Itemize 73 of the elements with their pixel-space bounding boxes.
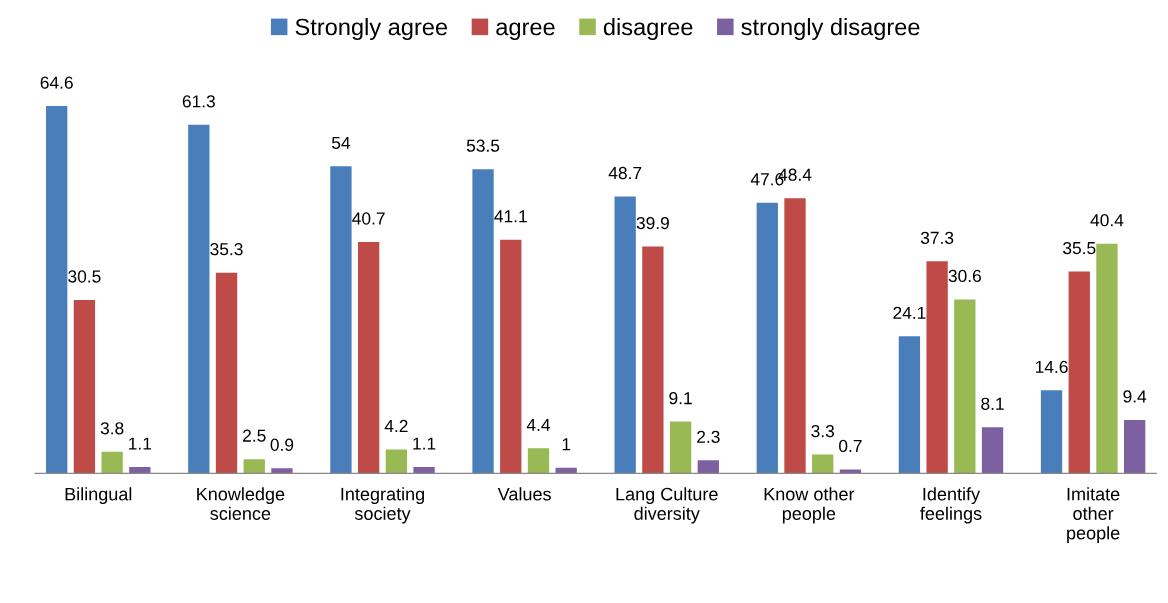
data-label: 0.9 (270, 438, 294, 451)
data-label: 4.2 (384, 419, 408, 432)
bar (1096, 243, 1118, 474)
data-label: 53.5 (466, 139, 500, 152)
data-label: 35.3 (210, 243, 243, 256)
data-label: 9.4 (1123, 390, 1147, 403)
bar (73, 299, 96, 474)
data-label: 41.1 (494, 210, 527, 223)
data-label: 30.5 (68, 270, 101, 283)
data-label: 1.1 (129, 437, 152, 450)
bar (1124, 419, 1146, 474)
data-label: 3.8 (100, 422, 124, 435)
x-tick-label: Knowledge science (197, 487, 285, 520)
data-label: 40.4 (1090, 214, 1124, 227)
data-label: 9.1 (669, 392, 692, 405)
x-tick-label: Know other people (764, 487, 855, 524)
data-label: 0.7 (839, 439, 862, 453)
legend-label: agree (496, 22, 555, 41)
bar (812, 454, 834, 474)
bar (1040, 390, 1063, 474)
bar (46, 106, 68, 474)
bar (243, 459, 265, 474)
bar (898, 336, 921, 474)
data-label: 1.1 (413, 437, 436, 450)
data-label: 61.3 (182, 95, 215, 108)
data-label: 48.7 (608, 166, 642, 180)
data-label: 2.3 (697, 430, 720, 443)
data-label: 8.1 (981, 397, 1004, 410)
bar (839, 469, 862, 474)
bar (954, 299, 976, 474)
data-label: 30.6 (948, 269, 981, 283)
bar (697, 460, 719, 474)
data-label: 39.9 (636, 216, 669, 230)
bar (215, 272, 238, 474)
data-label: 40.7 (352, 212, 385, 225)
data-label: 3.3 (811, 424, 835, 438)
bar (357, 241, 380, 474)
data-label: 64.6 (40, 76, 73, 89)
bar (129, 467, 151, 474)
bar (981, 427, 1004, 474)
x-tick-label: Values (497, 487, 551, 501)
legend-label: Strongly agree (295, 18, 448, 41)
bar (669, 421, 692, 474)
legend-label: strongly disagree (741, 18, 920, 41)
bar (756, 202, 778, 474)
bar (188, 124, 210, 474)
bar (784, 198, 806, 474)
bar (385, 449, 408, 474)
x-tick-label: Lang Culture diversity (616, 487, 718, 524)
bar (413, 467, 435, 474)
x-tick-label: Integrating society (341, 487, 424, 524)
data-label: 54 (331, 136, 351, 150)
bar (926, 261, 948, 474)
legend-label: disagree (603, 18, 693, 41)
bar (472, 169, 494, 474)
bar (330, 166, 352, 474)
x-tick-label: Bilingual (65, 487, 132, 505)
bar (642, 246, 664, 474)
bar (101, 451, 123, 474)
data-label: 14.6 (1035, 360, 1068, 374)
data-label: 2.5 (243, 429, 266, 442)
bar (614, 196, 636, 474)
bar (271, 468, 293, 474)
bar (1068, 271, 1090, 474)
data-label: 35.5 (1063, 241, 1096, 255)
data-label: 37.3 (920, 231, 954, 244)
bar (500, 239, 522, 474)
bar (527, 448, 550, 474)
data-label: 4.4 (526, 418, 551, 431)
data-label: 1 (562, 438, 571, 451)
x-tick-label: Identify feelings (920, 487, 982, 524)
x-tick-label: Imitate other people (1067, 487, 1120, 543)
data-label: 24.1 (893, 306, 926, 319)
